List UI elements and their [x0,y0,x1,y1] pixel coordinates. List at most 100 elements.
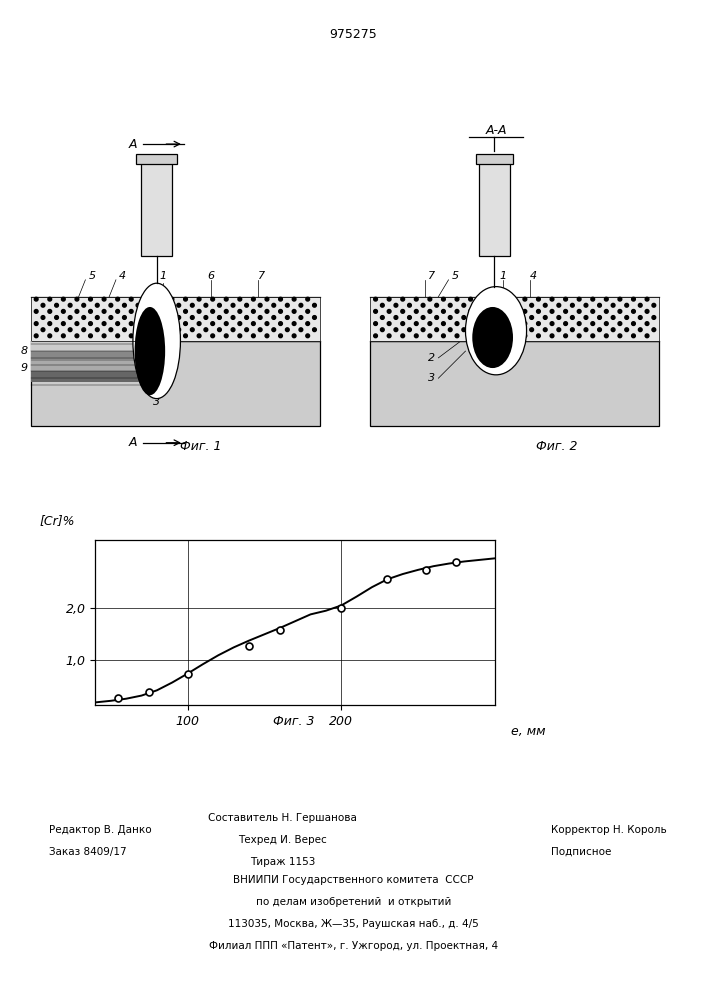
Circle shape [462,316,466,319]
Circle shape [88,310,93,313]
Circle shape [265,322,269,325]
Circle shape [563,322,568,325]
Circle shape [116,297,119,301]
Circle shape [170,310,174,313]
Text: Филиал ППП «Патент», г. Ужгород, ул. Проектная, 4: Филиал ППП «Патент», г. Ужгород, ул. Про… [209,941,498,951]
Text: 1: 1 [499,271,506,281]
Circle shape [408,316,411,319]
Circle shape [252,334,255,338]
Circle shape [530,328,534,332]
Circle shape [190,316,194,319]
Circle shape [88,297,93,301]
Text: 4: 4 [119,271,127,281]
Circle shape [136,303,140,307]
Circle shape [211,297,214,301]
Circle shape [618,297,621,301]
Bar [167,297,320,341]
Text: 975275: 975275 [329,28,378,41]
Circle shape [299,328,303,332]
Circle shape [544,328,547,332]
Circle shape [591,334,595,338]
Circle shape [211,322,214,325]
Circle shape [265,297,269,301]
Circle shape [54,303,59,307]
Circle shape [306,334,310,338]
Circle shape [591,297,595,301]
Text: A: A [129,436,137,449]
Circle shape [62,310,65,313]
Circle shape [258,328,262,332]
Circle shape [537,322,540,325]
Bar [370,341,659,426]
Circle shape [645,310,649,313]
Text: 3: 3 [428,373,435,383]
Circle shape [503,328,506,332]
Bar [476,154,513,164]
Circle shape [469,322,472,325]
Circle shape [625,316,629,319]
Circle shape [224,322,228,325]
Circle shape [557,328,561,332]
Circle shape [184,297,187,301]
Circle shape [62,322,65,325]
Circle shape [442,310,445,313]
Circle shape [116,310,119,313]
Text: 3: 3 [153,397,160,407]
Circle shape [177,316,180,319]
Circle shape [537,334,540,338]
Circle shape [374,334,378,338]
Circle shape [496,322,500,325]
Circle shape [530,316,534,319]
Circle shape [380,303,384,307]
Circle shape [476,316,479,319]
Circle shape [252,322,255,325]
Circle shape [184,334,187,338]
Circle shape [482,310,486,313]
Circle shape [455,297,459,301]
Circle shape [394,303,398,307]
Circle shape [41,316,45,319]
Circle shape [129,297,133,301]
Circle shape [401,310,404,313]
Circle shape [414,310,418,313]
Circle shape [401,334,404,338]
Circle shape [62,334,65,338]
Circle shape [231,303,235,307]
Circle shape [578,310,581,313]
Circle shape [544,316,547,319]
Circle shape [286,316,289,319]
Bar [479,161,510,256]
Circle shape [578,334,581,338]
Circle shape [177,303,180,307]
Ellipse shape [472,307,513,368]
Circle shape [299,303,303,307]
Text: е, мм: е, мм [511,725,545,738]
Circle shape [170,322,174,325]
Circle shape [645,334,649,338]
Text: 6: 6 [207,271,214,281]
Circle shape [604,322,608,325]
Circle shape [109,303,112,307]
Circle shape [638,303,642,307]
Circle shape [604,297,608,301]
Circle shape [82,316,86,319]
Circle shape [312,303,316,307]
Circle shape [631,310,636,313]
Circle shape [435,316,438,319]
Text: Фиг. 3: Фиг. 3 [273,715,314,728]
Text: 113035, Москва, Ж—35, Раушская наб., д. 4/5: 113035, Москва, Ж—35, Раушская наб., д. … [228,919,479,929]
Circle shape [35,334,38,338]
Circle shape [35,297,38,301]
Circle shape [279,310,282,313]
Circle shape [469,334,472,338]
Bar [31,297,146,341]
Circle shape [489,316,493,319]
Circle shape [170,297,174,301]
Circle shape [109,328,112,332]
Text: по делам изобретений  и открытий: по делам изобретений и открытий [256,897,451,907]
Circle shape [306,310,310,313]
Circle shape [618,310,621,313]
Circle shape [510,297,513,301]
Circle shape [35,322,38,325]
Circle shape [312,328,316,332]
